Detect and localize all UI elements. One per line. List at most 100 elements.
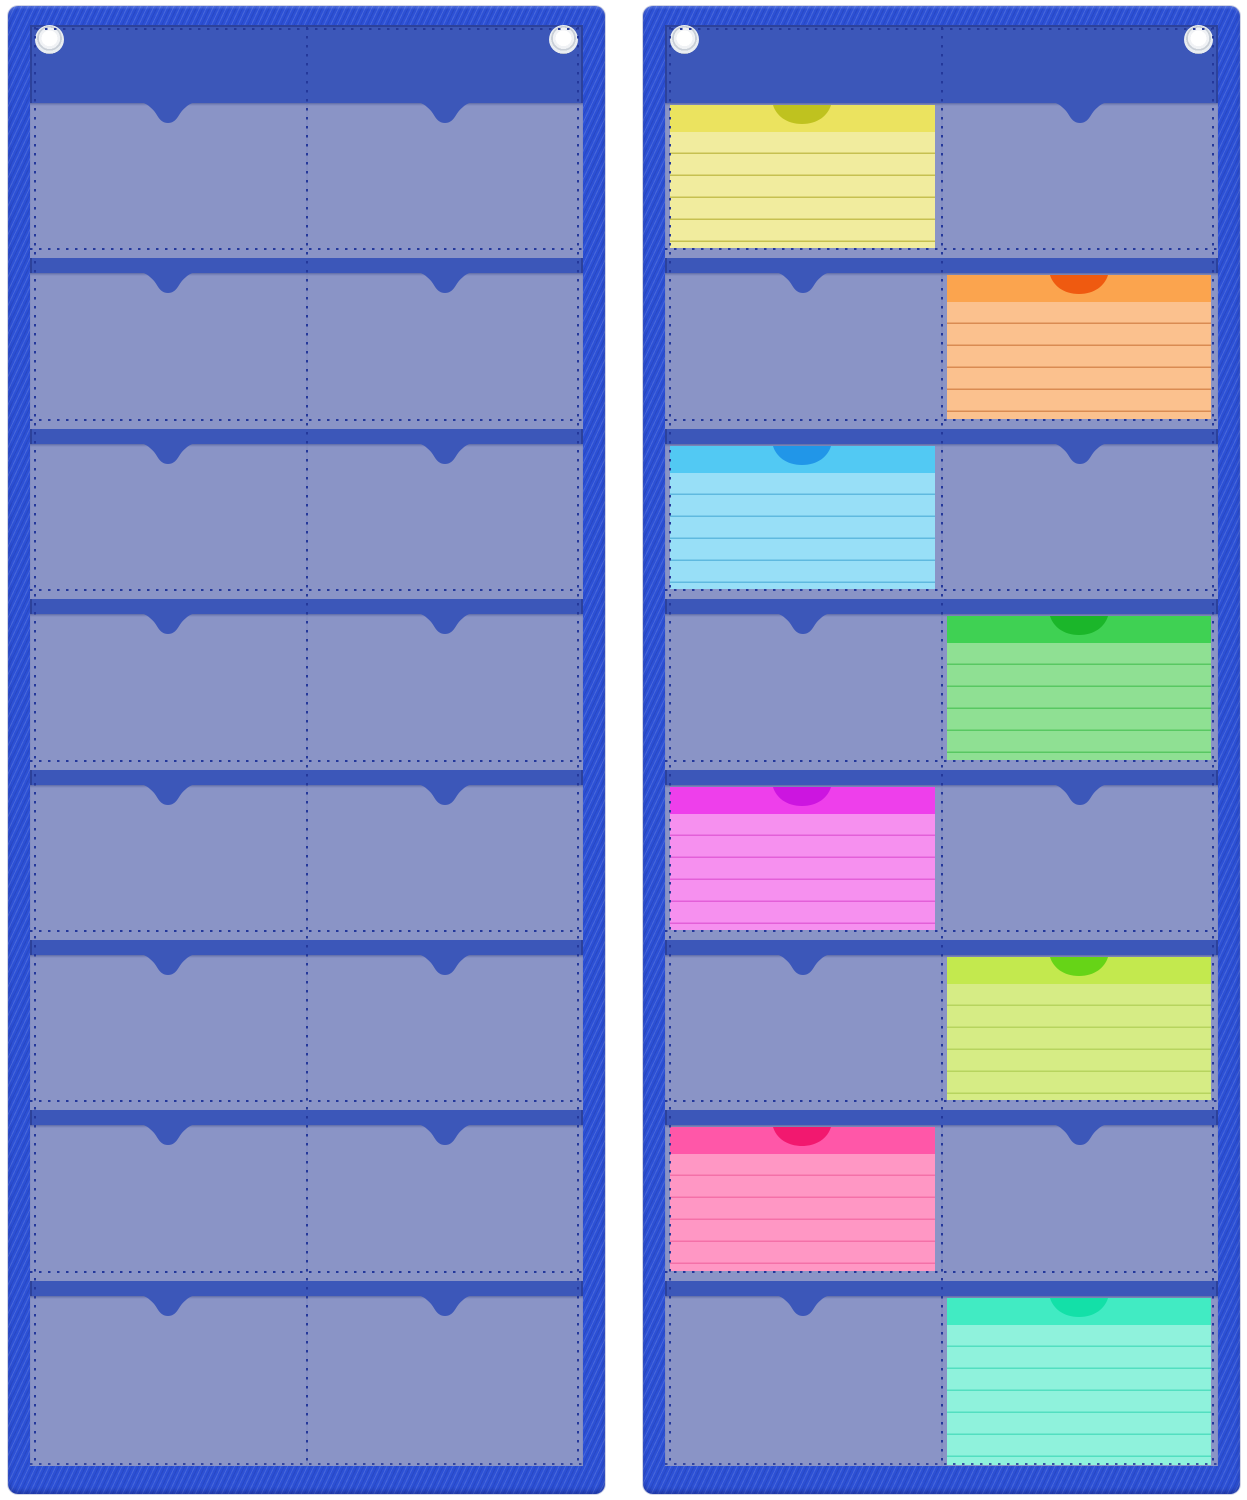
pocket-r3-left	[30, 442, 307, 591]
pocket-r5-left	[665, 784, 942, 931]
gap-band	[30, 940, 583, 955]
chart-right-header-band	[665, 25, 1218, 103]
pocket-notch-icon	[415, 272, 474, 294]
pocket-r1-right	[941, 102, 1218, 250]
pocket-notch-icon	[1050, 442, 1109, 464]
pocket-notch-icon	[774, 1294, 833, 1316]
card-magenta	[670, 786, 935, 930]
card-ruled-lines	[670, 472, 935, 590]
row-8	[665, 1294, 1218, 1466]
row-6	[665, 953, 1218, 1125]
pocket-hem	[665, 760, 1218, 770]
pocket-r8-left	[30, 1294, 307, 1466]
card-ruled-lines	[946, 643, 1211, 760]
pocket-notch-icon	[415, 953, 474, 975]
pocket-r7-left	[30, 1124, 307, 1272]
pocket-r6-right	[941, 954, 1218, 1102]
grommet-icon	[35, 25, 64, 54]
card-ruled-lines	[670, 813, 935, 930]
pocket-notch-icon	[1050, 783, 1109, 805]
chart-left-body	[30, 25, 583, 1466]
pocket-r3-right	[306, 442, 583, 591]
pocket-notch-icon	[774, 613, 833, 635]
pocket-r3-right	[941, 442, 1218, 591]
gap-band	[30, 770, 583, 785]
pocket-r1-left	[30, 102, 307, 250]
pocket-r6-right	[306, 953, 583, 1102]
pocket-r2-left	[30, 272, 307, 420]
pocket-hem	[665, 1101, 1218, 1111]
gap-band	[30, 258, 583, 273]
card-chartreuse	[946, 956, 1211, 1101]
card-teal	[946, 1297, 1211, 1465]
pocket-r8-right	[306, 1294, 583, 1466]
card-pink	[670, 1127, 935, 1271]
row-3	[665, 442, 1218, 614]
pocket-hem	[665, 1271, 1218, 1281]
pocket-hem	[30, 419, 583, 429]
grommet-icon	[1184, 25, 1213, 54]
pocket-hem	[665, 930, 1218, 940]
card-notch-icon	[1049, 956, 1108, 976]
row-4	[30, 613, 583, 785]
pocket-r7-left	[665, 1125, 942, 1272]
row-5	[30, 783, 583, 955]
pocket-r6-left	[30, 953, 307, 1102]
row-3	[30, 442, 583, 614]
pocket-notch-icon	[415, 1124, 474, 1146]
grommet-icon	[670, 25, 699, 54]
pocket-notch-icon	[139, 613, 198, 635]
gap-band	[665, 258, 1218, 273]
pocket-notch-icon	[139, 442, 198, 464]
card-ruled-lines	[670, 1154, 935, 1271]
card-notch-icon	[773, 105, 832, 124]
pocket-hem	[30, 760, 583, 770]
pocket-r2-left	[665, 272, 942, 420]
pocket-hem	[665, 419, 1218, 429]
row-7	[30, 1124, 583, 1296]
pocket-r4-right	[306, 613, 583, 761]
pocket-chart-left	[8, 6, 605, 1494]
row-1	[665, 102, 1218, 273]
card-ruled-lines	[946, 302, 1211, 419]
pocket-notch-icon	[415, 102, 474, 123]
pocket-hem	[30, 1101, 583, 1111]
pocket-notch-icon	[774, 272, 833, 294]
card-green	[946, 616, 1211, 760]
pocket-rows	[30, 102, 583, 1466]
pocket-notch-icon	[139, 783, 198, 805]
pocket-notch-icon	[774, 953, 833, 975]
card-ruled-lines	[670, 132, 935, 249]
gap-band	[665, 1110, 1218, 1125]
gap-band	[30, 599, 583, 614]
pocket-notch-icon	[415, 783, 474, 805]
pocket-chart-right	[643, 6, 1240, 1494]
gap-band	[665, 599, 1218, 614]
row-4	[665, 613, 1218, 784]
pocket-notch-icon	[139, 953, 198, 975]
row-8	[30, 1294, 583, 1466]
card-yellow	[670, 105, 935, 249]
pocket-r1-right	[306, 102, 583, 250]
pocket-notch-icon	[415, 442, 474, 464]
card-notch-icon	[1049, 1297, 1108, 1317]
gap-band	[665, 1281, 1218, 1296]
pocket-notch-icon	[139, 1294, 198, 1316]
gap-band	[30, 429, 583, 444]
row-1	[30, 102, 583, 273]
pocket-notch-icon	[1050, 1124, 1109, 1146]
card-orange	[946, 275, 1211, 419]
pocket-r8-right	[941, 1295, 1218, 1466]
pocket-notch-icon	[139, 102, 198, 123]
gap-band	[30, 1281, 583, 1296]
pocket-notch-icon	[139, 272, 198, 294]
pocket-rows	[665, 102, 1218, 1466]
pocket-r1-left	[665, 103, 942, 250]
pocket-r4-left	[665, 613, 942, 761]
gap-band	[665, 940, 1218, 955]
chart-left-header-band	[30, 25, 583, 103]
card-notch-icon	[773, 445, 832, 465]
card-sky-blue	[670, 445, 935, 590]
pocket-r7-right	[941, 1124, 1218, 1272]
